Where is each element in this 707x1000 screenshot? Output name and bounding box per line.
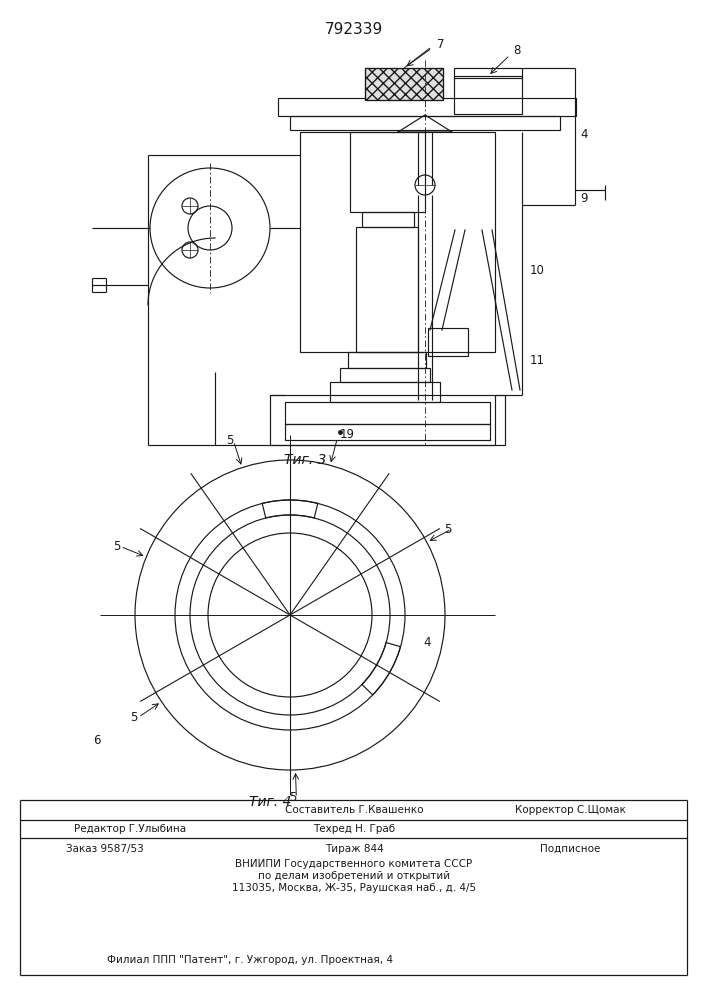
Bar [285,424,490,440]
Text: Τиг. 4: Τиг. 4 [249,795,291,809]
Text: Филиал ППП "Патент", г. Ужгород, ул. Проектная, 4: Филиал ППП "Патент", г. Ужгород, ул. Про… [107,955,393,965]
Bar [365,68,443,100]
Text: 792339: 792339 [325,22,383,37]
Text: ВНИИПИ Государственного комитета СССР: ВНИИПИ Государственного комитета СССР [235,859,472,869]
Bar [278,98,576,116]
Text: Τиг. 3: Τиг. 3 [284,453,326,467]
Bar [350,132,425,212]
Text: 19: 19 [339,428,354,441]
Text: Заказ 9587/53: Заказ 9587/53 [66,844,144,854]
Text: Корректор С.Щомак: Корректор С.Щомак [515,805,626,815]
Text: Тираж 844: Тираж 844 [325,844,383,854]
Bar [428,328,468,356]
Text: Техред Н. Граб: Техред Н. Граб [313,824,395,834]
Text: по делам изобретений и открытий: по делам изобретений и открытий [258,871,450,881]
Text: Составитель Г.Квашенко: Составитель Г.Квашенко [285,805,423,815]
Text: Подписное: Подписное [540,844,600,854]
Text: 8: 8 [513,44,520,57]
Bar [356,227,418,352]
Text: 6: 6 [93,734,100,746]
Text: 11: 11 [530,354,545,366]
Text: 5: 5 [288,791,296,804]
Bar [285,402,490,424]
Text: 113035, Москва, Ж-35, Раушская наб., д. 4/5: 113035, Москва, Ж-35, Раушская наб., д. … [232,883,476,893]
Bar [454,76,522,114]
Bar [270,395,505,445]
Text: 5: 5 [226,434,233,447]
Text: 7: 7 [437,37,445,50]
Bar [290,116,560,130]
Bar [300,132,495,352]
Bar [454,68,522,78]
Text: 4: 4 [580,128,588,141]
Text: 10: 10 [530,263,545,276]
Bar [365,68,443,100]
Text: 5: 5 [131,711,138,724]
Bar [362,212,414,227]
Bar [330,382,440,402]
Text: 9: 9 [580,192,588,205]
Text: 4: 4 [423,636,431,649]
Text: 5: 5 [444,523,451,536]
Bar [340,368,430,382]
Bar [348,352,426,368]
Text: Редактор Г.Улыбина: Редактор Г.Улыбина [74,824,186,834]
Text: 5: 5 [112,540,120,553]
